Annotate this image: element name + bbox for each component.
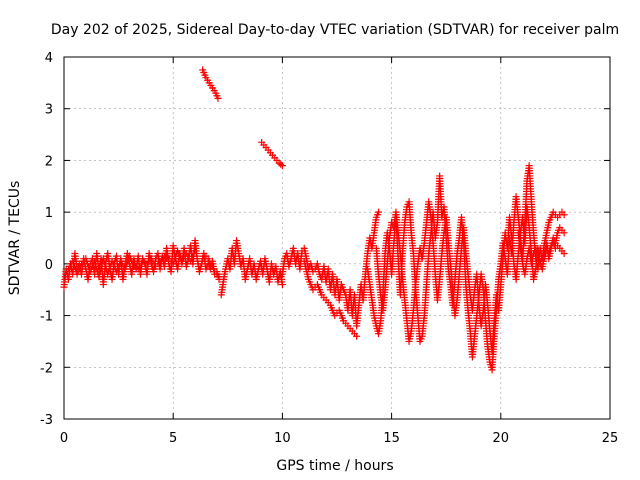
y-tick-label: 1: [45, 206, 53, 221]
y-tick-label: -3: [40, 413, 53, 428]
axis-ticks: 0 5 10 15 20 25 -3 -2 -1 0 1 2 3 4: [40, 51, 618, 446]
data-point: [214, 94, 222, 102]
y-tick-label: 4: [45, 51, 53, 66]
x-tick-label: 5: [169, 431, 177, 446]
data-point: [277, 160, 285, 168]
y-tick-label: -1: [40, 310, 53, 325]
y-axis-label: SDTVAR / TECUs: [7, 181, 23, 296]
x-tick-label: 15: [383, 431, 400, 446]
y-tick-label: -2: [40, 361, 53, 376]
y-tick-label: 2: [45, 154, 53, 169]
data-point: [560, 211, 568, 219]
x-tick-label: 20: [493, 431, 510, 446]
x-axis-label: GPS time / hours: [276, 458, 393, 474]
data-point: [560, 229, 568, 237]
data-points: [60, 66, 568, 374]
data-point: [374, 208, 382, 216]
y-tick-label: 3: [45, 103, 53, 118]
x-tick-label: 25: [602, 431, 619, 446]
data-point: [560, 250, 568, 258]
plot-frame: [63, 56, 611, 420]
data-point: [278, 281, 286, 289]
data-point: [353, 332, 361, 340]
data-point: [278, 162, 286, 170]
x-tick-label: 0: [60, 431, 68, 446]
chart-title: Day 202 of 2025, Sidereal Day-to-day VTE…: [51, 22, 619, 38]
data-point: [191, 247, 199, 255]
y-tick-label: 0: [45, 258, 53, 273]
x-tick-label: 10: [274, 431, 291, 446]
